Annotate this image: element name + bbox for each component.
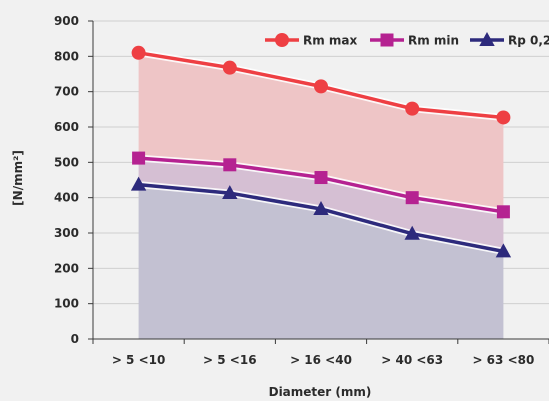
y-tick-label-300: 300 (54, 226, 79, 240)
legend-rm-min-label: Rm min (408, 34, 459, 48)
y-tick-label-800: 800 (54, 49, 79, 63)
y-tick-label-500: 500 (54, 155, 79, 169)
y-tick-label-700: 700 (54, 85, 79, 99)
legend: Rm max Rm min Rp 0,2 (265, 32, 549, 48)
area-fill-rp (138, 184, 504, 339)
series-markers (130, 45, 512, 258)
area-fill-rm-max (138, 52, 504, 212)
y-tick-label-0: 0 (71, 332, 79, 346)
marker-rm-min-3 (405, 191, 419, 205)
y-tick-label-100: 100 (54, 297, 79, 311)
marker-rp-3 (404, 225, 420, 240)
marker-rm-max-2 (314, 79, 328, 94)
marker-rm-max-1 (222, 60, 237, 75)
marker-rp-0 (130, 176, 147, 191)
y-tick-label-400: 400 (54, 191, 79, 205)
marker-rp-1 (222, 185, 238, 200)
marker-rm-min-0 (132, 151, 146, 165)
x-axis-title: Diameter (mm) (269, 385, 372, 399)
x-tick-label-0: > 5 <10 (112, 353, 166, 367)
axes (88, 20, 549, 344)
legend-rp-label: Rp 0,2 (508, 34, 549, 48)
marker-rm-max-4 (496, 110, 511, 125)
marker-rm-max-3 (405, 101, 420, 116)
area-fills (138, 52, 504, 339)
legend-rm-min-marker (380, 33, 394, 47)
x-tick-label-2: > 16 <40 (290, 353, 352, 367)
marker-rp-2 (313, 200, 329, 215)
marker-rm-min-4 (496, 205, 510, 219)
legend-rm-max: Rm max (265, 33, 358, 48)
marker-rp-4 (495, 243, 512, 258)
y-tick-label-600: 600 (54, 120, 79, 134)
y-axis-title: [N/mm²] (11, 150, 25, 206)
legend-rm-max-label: Rm max (303, 34, 358, 48)
legend-rp: Rp 0,2 (470, 32, 549, 48)
marker-rm-max-0 (131, 45, 146, 60)
y-tick-label-200: 200 (54, 261, 79, 275)
marker-rm-min-2 (314, 171, 328, 185)
legend-rp-marker (479, 32, 495, 46)
x-tick-label-4: > 63 <80 (472, 353, 534, 367)
marker-rm-min-1 (223, 158, 237, 172)
y-tick-label-900: 900 (54, 14, 79, 28)
x-tick-label-3: > 40 <63 (381, 353, 443, 367)
legend-rm-max-marker (275, 33, 289, 47)
tick-labels: 0 100 200 300 400 500 600 700 800 900 > 5 <10 > 5 <… (54, 14, 534, 367)
legend-rm-min: Rm min (370, 33, 459, 48)
x-tick-label-1: > 5 <16 (203, 353, 257, 367)
